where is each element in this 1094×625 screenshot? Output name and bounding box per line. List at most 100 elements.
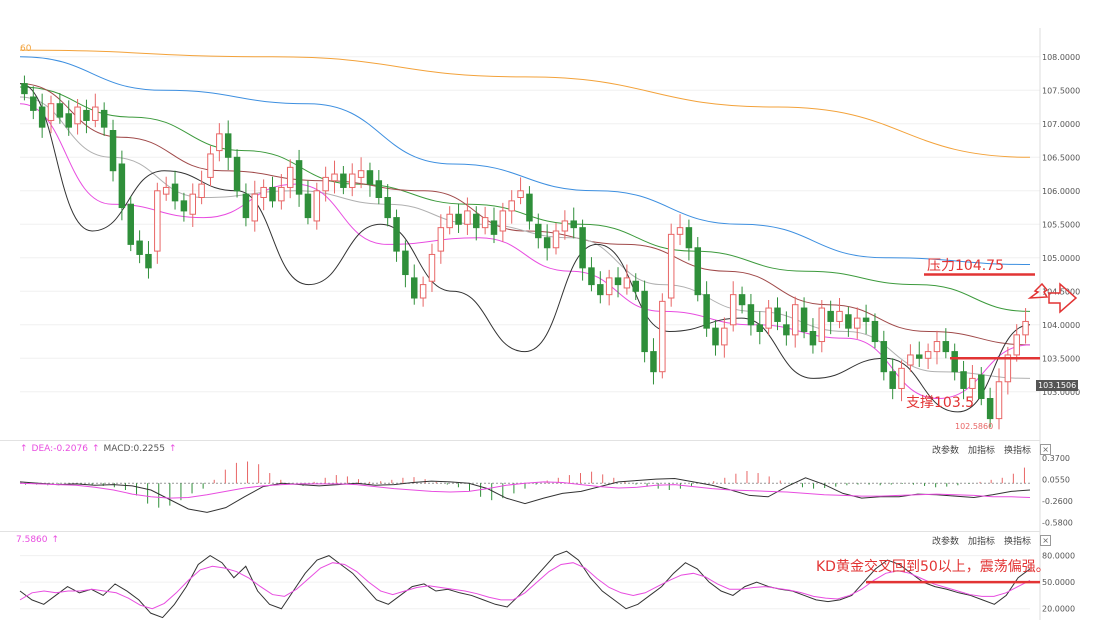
y-tick-label: 107.5000 (1042, 86, 1080, 95)
candle-body (331, 173, 338, 182)
candle-body (118, 163, 126, 209)
candle-body (561, 220, 569, 232)
candle-body (260, 186, 267, 198)
y-tick-label: 103.0000 (1042, 388, 1080, 397)
candle-body (659, 300, 666, 373)
candle-body (92, 106, 99, 121)
candle-body (145, 253, 152, 269)
y-tick-label: 107.0000 (1042, 120, 1080, 129)
candle-body (942, 341, 950, 353)
candle-body (393, 217, 400, 252)
candle-body (1004, 354, 1012, 383)
candle-body (508, 200, 515, 212)
candle-body (402, 250, 409, 276)
add-indicator-button[interactable]: 加指标 (968, 537, 996, 547)
candle-body (1022, 320, 1029, 336)
candle-body (357, 170, 365, 178)
candle-body (419, 284, 427, 299)
candle-body (38, 106, 46, 128)
y-tick-label: 103.5000 (1042, 354, 1080, 363)
candle-body (747, 304, 755, 326)
candle-body (552, 230, 560, 249)
price-axis: 108.0000 107.5000 107.0000 106.5000 106.0000… (1039, 28, 1080, 620)
macd-toolbar: 改参数 加指标 换指标 × (932, 443, 1052, 456)
candle-body (216, 133, 223, 152)
candle-body (340, 173, 347, 188)
candle-body (862, 317, 870, 322)
k-label: 7.5860 (16, 535, 48, 545)
panel-divider (0, 531, 1040, 532)
moving-average-lines (19, 49, 1031, 413)
kd-annotation: KD黄金交叉回到50以上，震荡偏强。 (816, 559, 1050, 575)
moving-average-line (19, 56, 1031, 265)
switch-indicator-button[interactable]: 换指标 (1004, 446, 1032, 456)
candle-body (437, 227, 445, 252)
y-tick-label: 105.0000 (1042, 254, 1080, 263)
y-tick-label: 108.0000 (1042, 53, 1080, 62)
candle-body (907, 354, 914, 366)
candle-body (880, 341, 888, 373)
kd-k-line (19, 550, 1031, 619)
candle-body (375, 180, 383, 198)
macd-legend: ↑ DEA:-0.2076 ↑ MACD:0.2255 ↑ (20, 444, 177, 454)
candle-body (924, 351, 932, 359)
candle-body (65, 113, 72, 128)
candle-body (721, 327, 728, 346)
candle-body (933, 341, 941, 353)
candle-body (623, 277, 631, 289)
candle-body (278, 186, 285, 202)
candle-body (853, 317, 861, 329)
macd-y-tick-label: 0.0550 (1042, 475, 1070, 484)
close-icon[interactable]: × (1040, 444, 1052, 455)
moving-average-line (19, 49, 1031, 158)
add-indicator-button[interactable]: 加指标 (968, 446, 996, 456)
candle-body (641, 290, 648, 353)
support-label: 支撑103.5 (906, 395, 975, 411)
candle-body (47, 103, 55, 121)
moving-average-line (19, 96, 1031, 379)
change-params-button[interactable]: 改参数 (932, 537, 960, 547)
candle-body (446, 213, 453, 229)
candle-body (543, 237, 551, 249)
candle-body (845, 314, 852, 329)
kd-d-line (19, 562, 1031, 610)
candle-body (136, 240, 143, 255)
candle-body (951, 351, 958, 373)
candle-body (712, 327, 719, 346)
candle-body (56, 103, 64, 118)
candle-body (499, 210, 507, 232)
candle-body (21, 83, 28, 95)
candle-body (986, 398, 994, 420)
candle-body (109, 130, 117, 172)
candle-body (614, 277, 622, 286)
candle-body (455, 213, 462, 225)
kd-y-tick-label: 50.0000 (1042, 578, 1075, 587)
change-params-button[interactable]: 改参数 (932, 446, 960, 456)
candle-body (198, 183, 205, 199)
macd-panel: 0.3700 0.0550 -0.2600 -0.5800 (19, 454, 1073, 528)
candle-body (809, 331, 817, 346)
switch-indicator-button[interactable]: 换指标 (1004, 537, 1032, 547)
candle-body (597, 284, 604, 296)
candle-body (729, 294, 737, 326)
candle-body (685, 227, 693, 249)
kd-toolbar: 改参数 加指标 换指标 × (932, 534, 1052, 547)
candle-body (703, 294, 710, 329)
macd-y-tick-label: 0.3700 (1042, 454, 1070, 463)
candle-body (127, 203, 134, 245)
candle-body (738, 294, 746, 306)
candle-body (605, 277, 613, 296)
candle-body (464, 210, 471, 225)
candle-body (207, 153, 214, 178)
close-icon[interactable]: × (1040, 535, 1052, 546)
candle-body (384, 197, 391, 219)
candle-body (322, 176, 329, 192)
candle-body (916, 354, 923, 359)
macd-y-tick-label: -0.2600 (1042, 497, 1073, 506)
candle-body (366, 170, 374, 185)
candle-body (535, 223, 542, 239)
candle-body (871, 320, 879, 343)
candle-body (676, 227, 684, 235)
candle-body (269, 186, 276, 202)
candle-body (570, 220, 577, 229)
